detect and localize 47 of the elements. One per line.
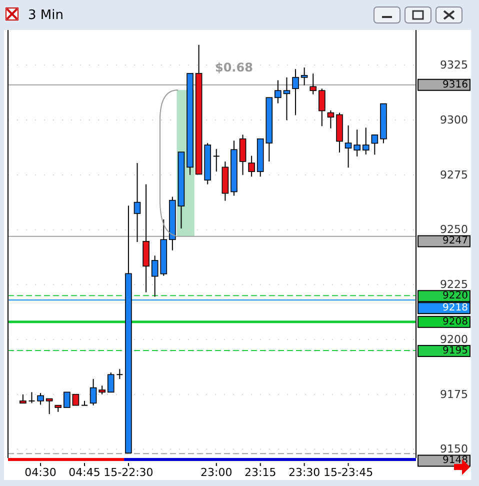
annotation: $0.68: [215, 60, 253, 75]
x-tick-label: 15-22:30: [104, 466, 154, 479]
candlestick: [283, 76, 290, 121]
x-tick-label: 23:00: [200, 466, 232, 479]
candlestick: [107, 372, 114, 393]
candlestick: [318, 88, 326, 127]
x-tick-label: 15-23:45: [323, 466, 374, 479]
candlestick: [37, 392, 44, 406]
x-tick-label: 23:15: [244, 466, 276, 479]
candlestick: [90, 378, 97, 406]
x-tick-label: 04:45: [68, 466, 100, 479]
ref-line-label: 9195: [442, 345, 468, 356]
candlestick: [292, 68, 299, 116]
y-tick-label: 9150: [440, 442, 468, 456]
ref-line-label: 9218: [442, 302, 468, 314]
y-tick-label: 9300: [440, 113, 468, 126]
candlestick: [300, 67, 308, 86]
y-tick-label: 9225: [440, 278, 468, 292]
ref-line-label: 9247: [442, 236, 468, 247]
candlestick: [354, 129, 360, 157]
candlestick: [310, 72, 317, 95]
y-tick-label: 9175: [440, 388, 468, 401]
candlestick: [46, 398, 53, 415]
candlestick: [212, 148, 220, 172]
y-tick-label: 9250: [440, 223, 468, 236]
candlestick: [327, 110, 334, 129]
candlestick: [362, 127, 370, 155]
candlestick: [116, 368, 124, 380]
y-tick-label: 9325: [440, 58, 468, 72]
candlestick: [274, 80, 282, 104]
x-tick-label: 04:30: [24, 466, 56, 479]
candlestick: [239, 134, 246, 176]
candlestick: [72, 394, 80, 406]
candlestick: [134, 162, 141, 243]
ref-line-label: 9316: [442, 79, 468, 90]
candlestick: [371, 134, 378, 156]
x-tick-label: 23:30: [288, 466, 320, 479]
y-tick-label: 9275: [440, 168, 468, 182]
y-tick-label: 9200: [440, 332, 468, 346]
candlestick: [248, 155, 255, 178]
candlestick: [64, 392, 70, 408]
candlestick: [28, 392, 36, 404]
candlestick: [344, 124, 352, 168]
ref-line-label: 9220: [442, 290, 468, 302]
chart-title: 3 Min: [28, 8, 64, 23]
candlestick: [151, 255, 158, 298]
ref-line-label: 9208: [442, 316, 468, 328]
